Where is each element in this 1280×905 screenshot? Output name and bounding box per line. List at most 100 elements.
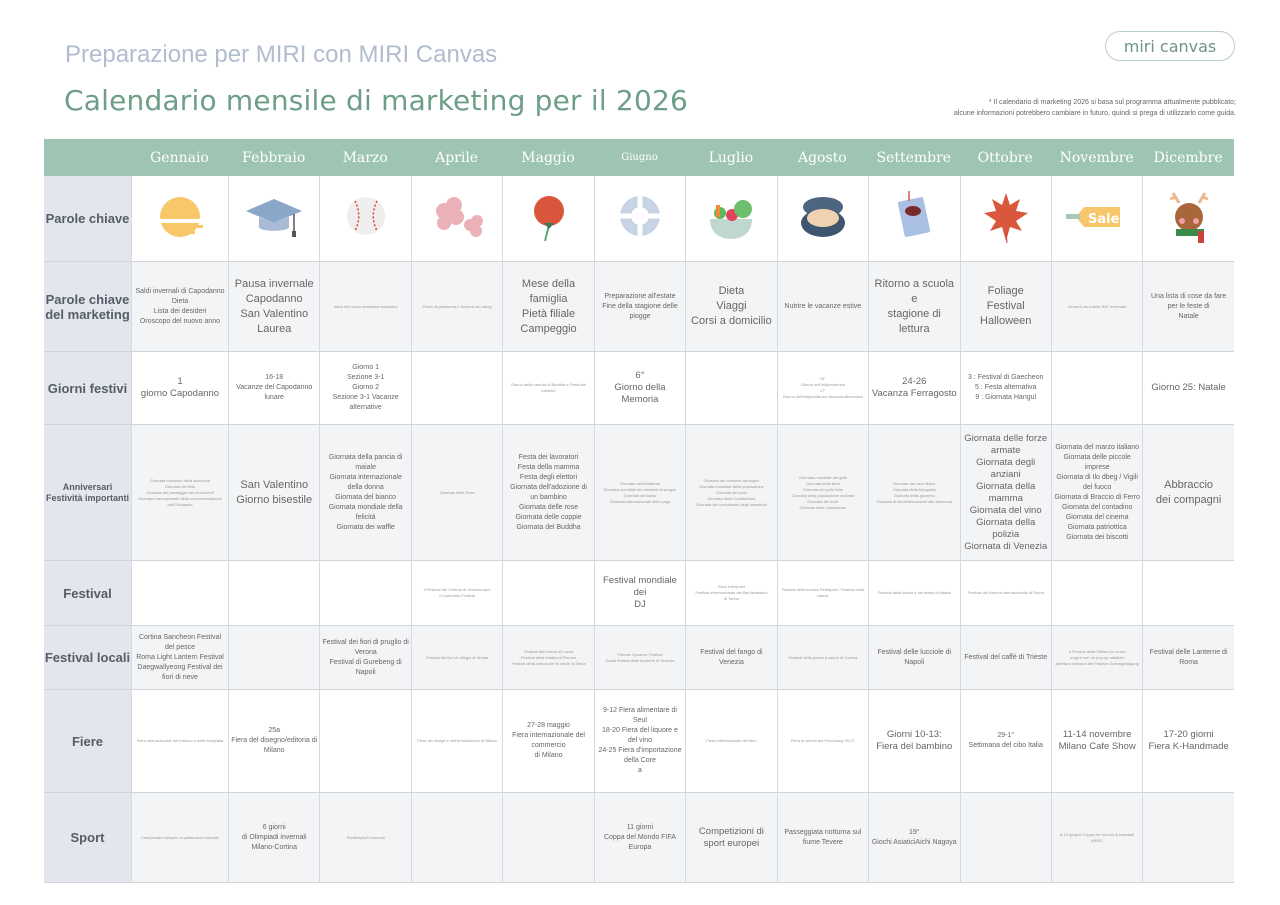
cell-text: Venerdì nero della SAT invernale: [1067, 303, 1127, 309]
calendar-cell: Paralimpiadi invernali: [319, 793, 411, 883]
page-subtitle: Preparazione per MIRI con MIRI Canvas: [65, 41, 498, 68]
calendar-cell: Mese della famiglia Pietà filiale Campeggi…: [502, 262, 594, 352]
cell-text: 27-28 maggio: [527, 722, 570, 729]
calendar-cell: Rock Interpoint Festival internazionale d…: [685, 561, 777, 626]
cell-text: Fiera internazionale del turismo e della…: [136, 738, 224, 743]
cell-text: Giornata internazionale della donna: [329, 473, 402, 491]
cell-text: Festival delle lucciole di Napoli: [877, 648, 952, 666]
row-label: Anniversari Festività importanti: [44, 425, 131, 561]
cell-text: Sezione 3-1: [346, 374, 385, 381]
cell-text: Giornata della pancia di maiale: [328, 453, 403, 471]
cell-text: Giornata internazionale della commemoraz…: [138, 495, 222, 507]
cell-text: Fiera internazionale del commercio: [512, 732, 585, 749]
cell-text: Giornata della Terra: [439, 489, 475, 495]
calendar-cell: Ritorno a scuola e stagione di lettura: [868, 262, 960, 352]
cell-text: Giornata di Ilo dbeg / Vigili del fuoco: [1056, 473, 1138, 491]
calendar-cell: 27-28 maggio Fiera internazionale del com…: [502, 690, 594, 793]
cell-text: 24-26: [902, 376, 927, 387]
cell-text: Giornata del contadino: [1061, 503, 1133, 511]
calendar-cell: Festival del cinema internazionale di Ro…: [959, 561, 1051, 626]
cell-text: Competizioni di: [698, 825, 764, 837]
sale-tag-icon: Sale: [1062, 181, 1132, 256]
cell-text: Giornata della polizia: [976, 516, 1036, 540]
cell-text: Giornata mondiale della popolazione: [698, 483, 764, 489]
cell-text: Oroscopo del nuovo anno: [139, 317, 221, 325]
cell-text: Laurea: [257, 322, 292, 335]
cell-text: 11 giorni: [626, 823, 654, 831]
cell-text: Milano Cafe Show: [1058, 741, 1136, 752]
calendar-cell: 24-26 Vacanza Ferragosto: [868, 352, 960, 425]
calendar-cell: San Valentino Giorno bisestile: [228, 425, 320, 561]
calendar-cell: 16-18 Vacanze del Capodanno lunare: [228, 352, 320, 425]
cell-text: Fiera del design e dell'arredamento di M…: [417, 738, 497, 743]
row-label: Parole chiave: [44, 176, 131, 262]
cell-text: Giorno 1: [352, 364, 380, 371]
calendar-cell: [959, 176, 1051, 262]
note-line: alcune informazioni potrebbero cambiare …: [953, 110, 1236, 117]
cell-text: a: [638, 767, 642, 774]
cell-text: Giornata dell'ambiente: [620, 480, 660, 486]
cell-text: Festival del fango di Venezia: [700, 648, 763, 666]
month-header-giugno: Giugno: [593, 139, 686, 176]
calendar-cell: Fiera del design e dell'arredamento di M…: [410, 690, 503, 793]
calendar-cell: Giornata del cavo libero Giornata della f…: [868, 425, 960, 561]
cell-text: Halloween: [980, 315, 1032, 327]
cell-text: Festival delle Lanterne di Roma: [1149, 648, 1228, 666]
calendar-cell: 11-14 novembre Milano Cafe Show: [1050, 690, 1143, 793]
cell-text: 17-20 giorni: [1163, 729, 1214, 740]
month-header-luglio: Luglio: [685, 139, 777, 176]
calendar-cell: Giornata delle forze armate Giornata degl…: [959, 425, 1051, 561]
calendar-cell: [319, 561, 411, 626]
cell-text: 17°: [819, 388, 826, 393]
calendar-cell: Competizioni di sport europei: [685, 793, 777, 883]
cell-text: di Milano: [534, 752, 563, 759]
cell-text: Apertura notturna del Palazzo Gyeongbokg…: [1055, 660, 1139, 666]
cell-text: Giornata della Costituzione: [707, 495, 756, 501]
calendar-cell: 11 giorni Coppa del Mondo FIFA Europa: [593, 793, 686, 883]
cell-text: Natale: [1178, 312, 1199, 320]
cell-text: Festival dei fiori di pruglio di Verona: [322, 638, 409, 656]
calendar-cell: Giorno 1 Sezione 3-1 Giorno 2 Sezione 3-1 V…: [319, 352, 411, 425]
cell-text: Giornata del cinema: [1065, 513, 1129, 521]
cell-text: 6-15 giugno Coppa del mondo di baseball …: [1060, 831, 1135, 843]
calendar-cell: [776, 176, 869, 262]
cell-text: Giornata di Braccio di Ferro: [1054, 493, 1140, 501]
calendar-cell: Festival del caffè di Trieste: [959, 626, 1051, 690]
cell-text: Giornata del pollo: [715, 489, 748, 495]
cell-text: Giornata del Wiki: [164, 483, 196, 489]
cell-text: sport europei: [703, 837, 760, 849]
calendar-cell: Il Festival della Offesa più a sud si apr…: [1050, 626, 1143, 690]
cell-text: Fiera di arredo del Pulochang 25-27: [790, 738, 855, 743]
month-header-dicembre: Dicembre: [1142, 139, 1234, 176]
cell-text: Daegwallyeong Festival dei fiori di neve: [137, 663, 223, 681]
calendar-cell: Passeggiata notturna sul fiume Tevere: [776, 793, 869, 883]
cell-text: Festival mondiale dei: [603, 575, 677, 598]
cell-text: Fiera del disegno/editoria di Milano: [231, 737, 318, 754]
cell-text: Festival della danza e del teatro di str…: [877, 590, 951, 595]
cell-text: 11-14 novembre: [1062, 729, 1132, 740]
cell-text: 5 : Festa alternativa: [974, 384, 1037, 391]
cell-text: Abbraccio: [1164, 478, 1214, 491]
cell-text: Giornata dell'adozione di un bambino: [510, 483, 587, 501]
cell-text: Campeggio: [520, 322, 577, 335]
calendar-cell: Preparazione all'estate Fine della stagio…: [593, 262, 686, 352]
calendar-cell: [685, 176, 777, 262]
cell-text: Giorno della nascita di Buddha e Festa d…: [510, 382, 587, 393]
month-header-novembre: Novembre: [1050, 139, 1143, 176]
calendar-cell: 6° Giorno della Memoria: [593, 352, 686, 425]
miri-canvas-logo[interactable]: miri canvas: [1105, 31, 1235, 61]
cell-text: Giornata patriottica: [1067, 523, 1127, 531]
cell-text: 24-25 Fiera d'importazione della Core: [598, 747, 682, 764]
cell-text: San Valentino: [240, 307, 309, 320]
cell-text: Gaudi festival delle lanterne di Venezia: [605, 657, 675, 663]
cell-text: Giorno della Memoria: [614, 382, 666, 405]
calendar-cell: Festival dei fiori di ciliegio di Jinhae: [410, 626, 503, 690]
cell-text: Giornata del cavo libero: [893, 480, 936, 486]
maple-leaf-icon: [971, 181, 1041, 256]
month-header-settembre: Settembre: [868, 139, 960, 176]
cell-text: Giornata dei waffle: [336, 523, 395, 531]
cell-text: Il Festival del Cinema di Venezia apre: [423, 587, 491, 592]
calendar-cell: 17-20 giorni Fiera K-Handmade: [1142, 690, 1234, 793]
cell-text: Giornata mondiale della sicurezza: [149, 477, 211, 483]
carnation-icon: [514, 181, 584, 256]
